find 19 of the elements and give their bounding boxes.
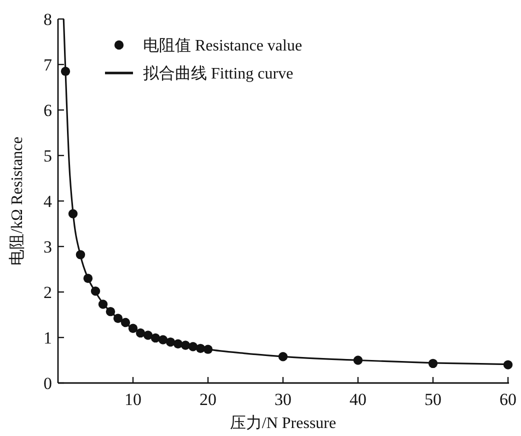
y-tick-label: 8 (44, 10, 52, 29)
x-tick-label: 50 (424, 390, 442, 409)
y-tick-label: 7 (44, 55, 52, 74)
y-tick-label: 2 (44, 282, 52, 302)
x-tick-label: 40 (350, 390, 366, 409)
y-tick-label: 3 (44, 237, 52, 256)
x-tick-label: 30 (274, 390, 292, 409)
y-tick-label: 1 (44, 328, 52, 348)
x-axis-title: 压力/N Pressure (230, 414, 336, 432)
legend-label: 电阻值 Resistance value (143, 36, 302, 55)
y-tick-label: 6 (44, 100, 52, 120)
y-tick-label: 4 (44, 192, 52, 211)
x-tick-label: 20 (200, 390, 216, 409)
y-tick-label: 5 (44, 146, 52, 166)
x-tick-label: 10 (124, 390, 142, 409)
legend-label: 拟合曲线 Fitting curve (143, 64, 294, 83)
y-axis-title: 电阻/kΩ Resistance (8, 136, 26, 266)
y-tick-label: 0 (44, 374, 52, 393)
x-tick-label: 60 (500, 390, 516, 409)
